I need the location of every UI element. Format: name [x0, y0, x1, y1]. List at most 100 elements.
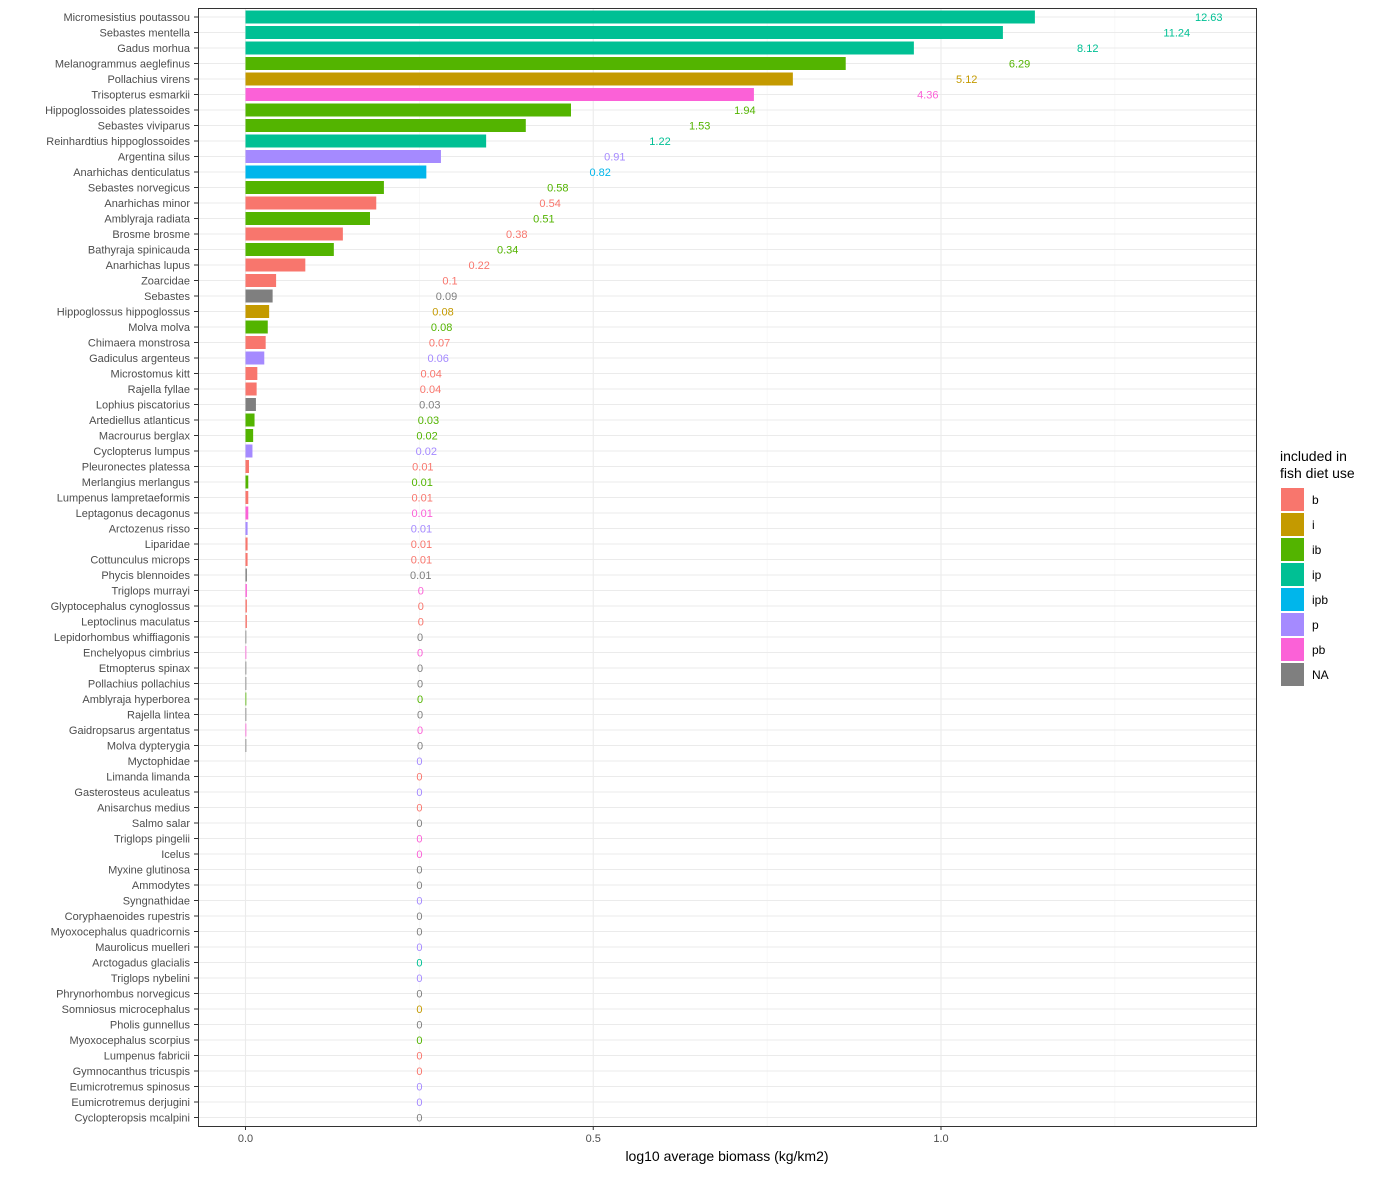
category-label: Chimaera monstrosa [88, 338, 191, 350]
bar-value-label: 0 [416, 818, 422, 830]
category-label: Ammodytes [132, 880, 191, 892]
bar [245, 367, 258, 380]
bar-value-label: 0.1 [442, 276, 457, 288]
category-label: Coryphaenoides rupestris [65, 911, 191, 923]
bar [245, 429, 254, 442]
bar-value-label: 0.01 [411, 539, 432, 551]
category-label: Limanda limanda [106, 772, 191, 784]
bar-value-label: 0.08 [431, 322, 452, 334]
bar [245, 522, 248, 535]
bar [245, 196, 377, 210]
bar [245, 677, 247, 690]
bar-value-label: 0.22 [468, 260, 489, 272]
bar-value-label: 6.29 [1009, 59, 1030, 71]
category-label: Pollachius virens [107, 74, 190, 86]
panel-border [198, 8, 1257, 1127]
category-label: Myoxocephalus quadricornis [51, 927, 191, 939]
category-label: Myoxocephalus scorpius [70, 1035, 191, 1047]
category-label: Leptoclinus maculatus [81, 617, 190, 629]
category-label: Gadiculus argenteus [89, 353, 190, 365]
bar-value-label: 0.01 [411, 524, 432, 536]
x-axis: 0.0 0.5 1.0 [238, 1126, 949, 1145]
bar-value-label: 0 [416, 834, 422, 846]
category-label: Gadus morhua [117, 43, 191, 55]
bar-value-label: 0.04 [420, 384, 441, 396]
bar [245, 258, 306, 272]
bar [245, 88, 754, 101]
bar-value-label: 4.36 [917, 90, 938, 102]
bar-value-label: 0 [417, 741, 423, 753]
bar-value-label: 0.54 [539, 198, 560, 210]
category-label: Sebastes norvegicus [88, 183, 191, 195]
legend-swatch [1281, 488, 1304, 511]
bar [245, 723, 247, 737]
bar-value-label: 0 [416, 927, 422, 939]
bar [245, 336, 266, 349]
bar-value-label: 0 [418, 617, 424, 629]
bar-value-label: 0 [416, 1113, 422, 1125]
category-label: Eumicrotremus derjugini [71, 1097, 190, 1109]
legend-swatch [1281, 563, 1304, 586]
category-label: Triglops nybelini [111, 973, 190, 985]
category-label: Triglops pingelii [114, 834, 190, 846]
bar [245, 584, 247, 597]
bar-value-label: 8.12 [1077, 43, 1098, 55]
bar-value-label: 0.51 [533, 214, 554, 226]
bar-value-label: 0 [416, 1066, 422, 1078]
category-label: Brosme brosme [112, 229, 190, 241]
category-label: Artediellus atlanticus [89, 415, 190, 427]
bar-value-label: 0 [417, 725, 423, 737]
bar [245, 320, 268, 334]
bar-value-label: 0.01 [411, 508, 432, 520]
bar [245, 181, 384, 194]
bar-value-label: 0.02 [416, 446, 437, 458]
bar [245, 661, 247, 675]
legend-label: NA [1312, 668, 1329, 682]
bar [245, 10, 1035, 24]
category-label: Pleuronectes platessa [82, 462, 191, 474]
category-label: Gasterosteus aculeatus [74, 787, 190, 799]
category-label: Macrourus berglax [99, 431, 191, 443]
bar-value-label: 0 [416, 803, 422, 815]
category-label: Leptagonus decagonus [76, 508, 191, 520]
category-label: Salmo salar [132, 818, 190, 830]
bar-value-label: 0 [417, 694, 423, 706]
x-tick-label: 1.0 [933, 1133, 948, 1145]
category-label: Myctophidae [128, 756, 190, 768]
legend-swatch [1281, 613, 1304, 636]
category-label: Liparidae [145, 539, 190, 551]
bar-value-label: 0.07 [429, 338, 450, 350]
bar-value-label: 0 [416, 958, 422, 970]
category-label: Syngnathidae [123, 896, 190, 908]
legend-swatch [1281, 638, 1304, 661]
bar-value-label: 0 [418, 601, 424, 613]
category-label: Cottunculus microps [90, 555, 190, 567]
bar [245, 599, 247, 613]
bar-value-label: 5.12 [956, 74, 977, 86]
category-label: Etmopterus spinax [99, 663, 191, 675]
bar [245, 243, 334, 256]
bar-value-label: 0 [416, 1035, 422, 1047]
bar [245, 150, 441, 163]
bar-value-label: 1.94 [734, 105, 755, 117]
category-label: Glyptocephalus cynoglossus [51, 601, 191, 613]
category-label: Merlangius merlangus [82, 477, 191, 489]
category-label: Bathyraja spinicauda [88, 245, 191, 257]
bar-value-label: 0.58 [547, 183, 568, 195]
category-label: Phycis blennoides [101, 570, 190, 582]
bar-value-label: 0.38 [506, 229, 527, 241]
bar-value-label: 0 [417, 632, 423, 644]
category-label: Microstomus kitt [111, 369, 190, 381]
bar-value-label: 12.63 [1195, 12, 1223, 24]
bar [245, 413, 255, 427]
legend-swatch [1281, 588, 1304, 611]
bar-value-label: 0 [417, 663, 423, 675]
bar [245, 475, 249, 489]
bar-value-label: 0 [417, 648, 423, 660]
category-label: Enchelyopus cimbrius [83, 648, 190, 660]
bar-value-label: 0 [416, 1097, 422, 1109]
category-label: Molva molva [128, 322, 191, 334]
bar-value-label: 0.02 [416, 431, 437, 443]
bar-value-label: 0 [416, 849, 422, 861]
